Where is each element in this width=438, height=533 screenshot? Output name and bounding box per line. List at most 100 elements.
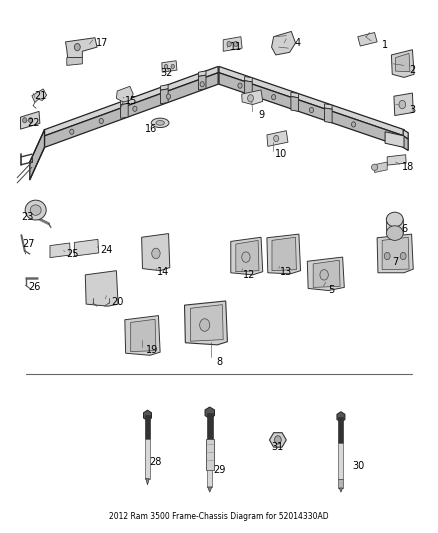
Circle shape	[274, 135, 279, 142]
Text: 20: 20	[111, 297, 124, 307]
Polygon shape	[291, 92, 298, 98]
Text: 29: 29	[213, 465, 225, 475]
Text: 28: 28	[149, 457, 161, 467]
Text: 4: 4	[295, 38, 301, 48]
Polygon shape	[313, 260, 340, 287]
Text: 8: 8	[216, 357, 222, 367]
Polygon shape	[325, 108, 332, 123]
Text: 32: 32	[160, 68, 172, 78]
Polygon shape	[339, 488, 343, 492]
Text: 24: 24	[100, 245, 113, 255]
Text: 17: 17	[96, 38, 108, 48]
Text: 6: 6	[401, 224, 407, 234]
Text: 19: 19	[145, 345, 158, 355]
Polygon shape	[291, 96, 298, 111]
Polygon shape	[325, 104, 332, 109]
Text: 16: 16	[145, 124, 157, 134]
Circle shape	[166, 94, 171, 99]
Polygon shape	[30, 130, 45, 180]
Polygon shape	[67, 58, 82, 66]
Polygon shape	[21, 111, 40, 129]
Polygon shape	[396, 53, 410, 71]
Text: 1: 1	[382, 40, 388, 50]
Polygon shape	[184, 301, 227, 345]
Polygon shape	[386, 220, 403, 233]
Text: 9: 9	[258, 110, 264, 120]
Polygon shape	[120, 103, 128, 118]
Text: 25: 25	[67, 249, 79, 260]
Polygon shape	[374, 162, 387, 173]
Text: 22: 22	[27, 118, 39, 128]
Text: 18: 18	[402, 162, 414, 172]
Text: 13: 13	[280, 266, 293, 277]
Polygon shape	[377, 234, 413, 273]
Polygon shape	[339, 417, 343, 443]
Polygon shape	[382, 237, 409, 270]
Text: 7: 7	[392, 257, 399, 268]
Polygon shape	[219, 67, 404, 136]
Polygon shape	[236, 240, 259, 272]
Polygon shape	[358, 33, 377, 46]
Circle shape	[152, 248, 160, 259]
Polygon shape	[242, 90, 263, 104]
Text: 15: 15	[124, 96, 137, 107]
Ellipse shape	[30, 205, 41, 215]
Polygon shape	[45, 67, 218, 136]
Polygon shape	[125, 316, 160, 356]
Text: 5: 5	[328, 285, 335, 295]
Circle shape	[200, 82, 204, 87]
Ellipse shape	[386, 212, 403, 227]
Polygon shape	[146, 479, 149, 485]
Text: 23: 23	[21, 212, 33, 222]
Text: 2012 Ram 3500 Frame-Chassis Diagram for 52014330AD: 2012 Ram 3500 Frame-Chassis Diagram for …	[109, 512, 329, 521]
Circle shape	[384, 253, 390, 260]
Polygon shape	[385, 132, 404, 148]
Polygon shape	[207, 413, 213, 439]
Polygon shape	[207, 470, 212, 487]
Text: 2: 2	[409, 65, 416, 75]
Circle shape	[23, 118, 27, 123]
Text: 21: 21	[35, 91, 47, 101]
Polygon shape	[403, 130, 408, 139]
Circle shape	[200, 319, 210, 332]
Polygon shape	[161, 85, 168, 90]
Polygon shape	[387, 155, 406, 165]
Ellipse shape	[371, 164, 378, 171]
Polygon shape	[339, 479, 343, 488]
Circle shape	[320, 270, 328, 280]
Circle shape	[399, 100, 406, 109]
Circle shape	[227, 42, 231, 46]
Polygon shape	[307, 257, 344, 290]
Circle shape	[247, 95, 254, 102]
Circle shape	[99, 118, 103, 124]
Polygon shape	[231, 237, 263, 275]
Polygon shape	[339, 443, 343, 479]
Polygon shape	[50, 243, 70, 257]
Circle shape	[309, 108, 314, 112]
Polygon shape	[245, 77, 252, 82]
Polygon shape	[162, 61, 177, 72]
Polygon shape	[337, 411, 345, 422]
Polygon shape	[191, 305, 223, 341]
Text: 27: 27	[23, 238, 35, 248]
Circle shape	[400, 253, 406, 260]
Circle shape	[133, 106, 137, 111]
Polygon shape	[120, 99, 128, 105]
Polygon shape	[198, 75, 206, 90]
Polygon shape	[267, 234, 300, 274]
Ellipse shape	[151, 118, 169, 127]
Text: 12: 12	[243, 270, 255, 280]
Polygon shape	[392, 50, 414, 77]
Polygon shape	[394, 93, 413, 116]
Circle shape	[74, 44, 80, 51]
Polygon shape	[32, 89, 46, 102]
Polygon shape	[269, 433, 286, 447]
Polygon shape	[267, 131, 288, 147]
Text: 14: 14	[157, 266, 170, 277]
Circle shape	[171, 64, 174, 69]
Text: 31: 31	[272, 442, 284, 452]
Polygon shape	[85, 271, 118, 306]
Polygon shape	[141, 233, 170, 271]
Polygon shape	[117, 86, 133, 102]
Polygon shape	[131, 319, 156, 352]
